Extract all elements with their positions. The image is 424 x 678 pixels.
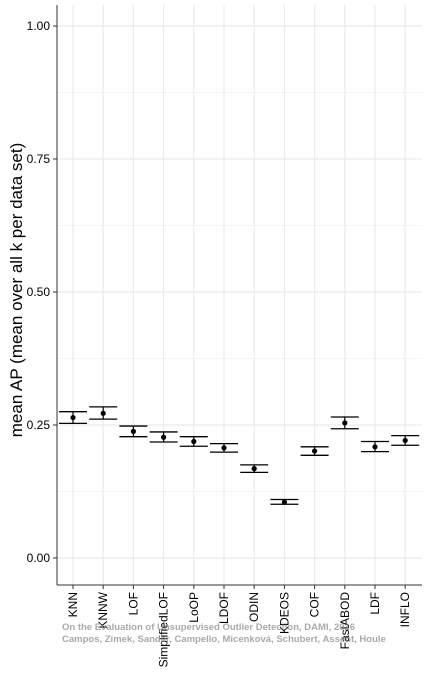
x-tick-label-kdeos: KDEOS [277, 592, 291, 634]
x-tick-label-loop: LoOP [187, 592, 201, 623]
y-tick-label: 0.50 [27, 285, 51, 299]
mean-point-knnw [100, 410, 106, 416]
x-tick-label-lof: LOF [126, 592, 140, 615]
y-axis-label: mean AP (mean over all k per data set) [7, 143, 26, 438]
mean-point-kdeos [281, 499, 287, 505]
x-tick-label-inflo: INFLO [398, 592, 412, 627]
data-layer [59, 406, 420, 505]
x-tick-label-odin: ODIN [247, 592, 261, 622]
mean-point-fastabod [342, 420, 348, 426]
y-tick-label: 0.25 [27, 418, 51, 432]
mean-point-lof [130, 428, 136, 434]
y-tick-label: 0.75 [27, 152, 51, 166]
x-tick-label-simplifiedlof: SimplifiedLOF [157, 592, 171, 667]
grid-layer [57, 5, 422, 585]
plot-panel [57, 5, 422, 585]
x-tick-label-ldof: LDOF [217, 592, 231, 624]
axis-layer: 0.00 0.25 0.50 0.75 1.00 KNN KNNW LOF Simplified… [27, 5, 422, 667]
mean-point-ldof [221, 445, 227, 451]
mean-point-cof [312, 448, 318, 454]
x-tick-label-cof: COF [308, 592, 322, 617]
mean-point-ldf [372, 444, 378, 450]
mean-point-loop [191, 438, 197, 445]
x-tick-label-ldf: LDF [368, 592, 382, 615]
mean-point-simplifiedlof [161, 434, 167, 440]
x-tick-label-knn: KNN [66, 592, 80, 617]
x-tick-label-fastabod: FastABOD [338, 592, 352, 650]
x-tick-label-knnw: KNNW [96, 591, 110, 628]
mean-point-inflo [402, 437, 408, 444]
mean-point-odin [251, 466, 257, 472]
y-tick-label: 1.00 [27, 19, 51, 33]
mean-point-knn [70, 414, 76, 421]
y-tick-label: 0.00 [27, 551, 51, 565]
